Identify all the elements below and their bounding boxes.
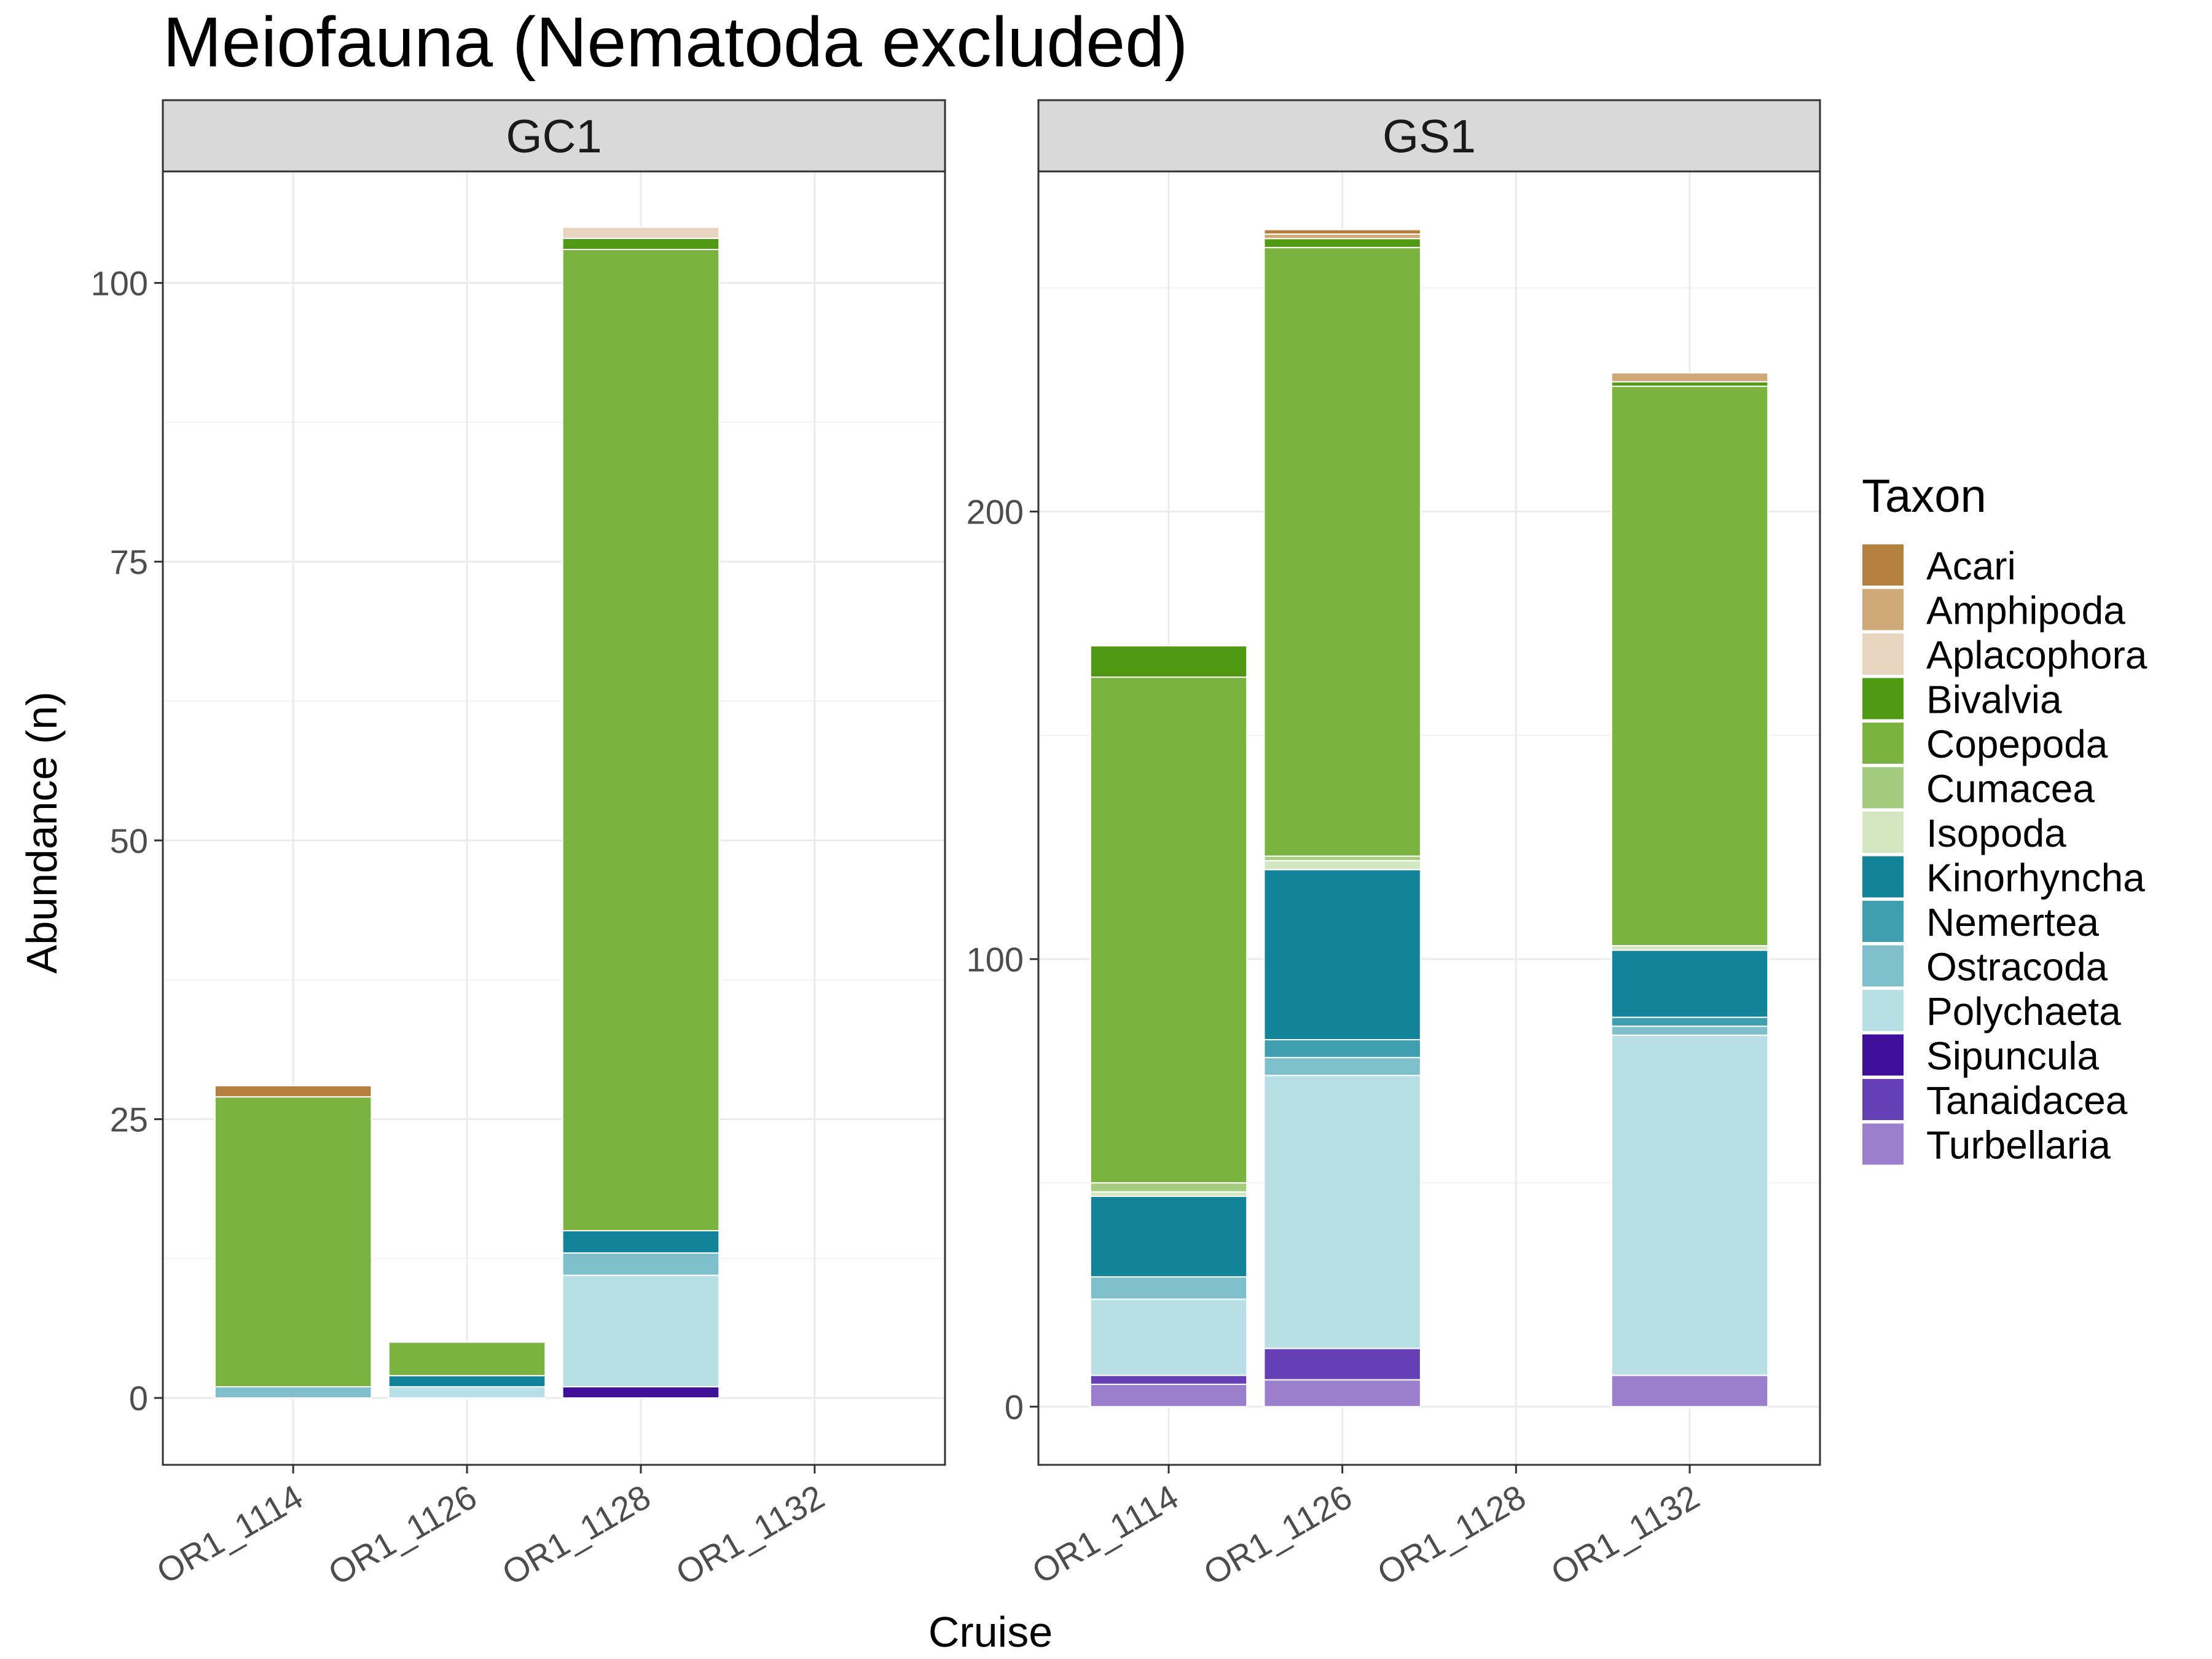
- bar-segment-kinorhyncha: [562, 1230, 720, 1254]
- bar-segment-acari: [1263, 229, 1421, 235]
- bar-segment-tanaidacea: [1089, 1375, 1248, 1385]
- facet-label: GC1: [506, 111, 602, 163]
- x-axis-title: Cruise: [928, 1608, 1053, 1656]
- bar-segment-amphipoda: [1263, 233, 1421, 240]
- bar-segment-kinorhyncha: [1610, 949, 1769, 1018]
- bar-segment-copepoda: [388, 1341, 546, 1376]
- legend-key-bivalvia: [1861, 677, 1905, 721]
- bar-segment-bivalvia: [1263, 238, 1421, 248]
- y-tick-label: 200: [967, 493, 1024, 531]
- legend-label-tanaidacea: Tanaidacea: [1926, 1078, 2128, 1123]
- bar-segment-polychaeta: [562, 1274, 720, 1387]
- bar-segment-sipuncula: [562, 1386, 720, 1399]
- y-tick-label: 75: [110, 543, 148, 581]
- bar-segment-ostracoda: [1610, 1026, 1769, 1036]
- bar-segment-nemertea: [1263, 1039, 1421, 1059]
- bar-segment-kinorhyncha: [1263, 869, 1421, 1041]
- bar-segment-kinorhyncha: [388, 1375, 546, 1387]
- bar-segment-nemertea: [1610, 1016, 1769, 1027]
- legend-label-amphipoda: Amphipoda: [1926, 589, 2125, 633]
- legend-label-nemertea: Nemertea: [1926, 900, 2099, 944]
- facet-label: GS1: [1382, 111, 1476, 163]
- bar-segment-copepoda: [1610, 385, 1769, 947]
- bar-segment-ostracoda: [1089, 1276, 1248, 1300]
- chart-title: Meiofauna (Nematoda excluded): [163, 3, 1188, 82]
- y-tick-label: 50: [110, 822, 148, 860]
- legend-key-isopoda: [1861, 810, 1905, 854]
- bar-segment-ostracoda: [214, 1386, 372, 1399]
- y-tick-label: 0: [1005, 1387, 1024, 1426]
- bar-segment-copepoda: [214, 1096, 372, 1387]
- bar-segment-polychaeta: [1263, 1075, 1421, 1349]
- y-tick-label: 0: [129, 1379, 148, 1418]
- legend-key-sipuncula: [1861, 1033, 1905, 1077]
- bar-segment-cumacea: [1089, 1182, 1248, 1193]
- legend-label-copepoda: Copepoda: [1926, 722, 2108, 766]
- legend-key-cumacea: [1861, 766, 1905, 810]
- bar-segment-copepoda: [1263, 246, 1421, 857]
- facet-strip: [162, 99, 946, 173]
- y-tick-label: 100: [91, 264, 148, 302]
- legend-label-cumacea: Cumacea: [1926, 767, 2095, 811]
- legend-key-tanaidacea: [1861, 1078, 1905, 1121]
- legend-label-aplacophora: Aplacophora: [1926, 633, 2147, 677]
- legend-key-polychaeta: [1861, 989, 1905, 1032]
- bar-segment-aplacophora: [562, 226, 720, 239]
- y-tick-label: 100: [967, 940, 1024, 979]
- y-axis-title: Abundance (n): [18, 691, 66, 973]
- bar-segment-cumacea: [1263, 855, 1421, 861]
- legend-key-aplacophora: [1861, 632, 1905, 676]
- facet-strip: [1037, 99, 1821, 173]
- legend-key-ostracoda: [1861, 944, 1905, 988]
- legend-key-nemertea: [1861, 900, 1905, 943]
- legend-label-kinorhyncha: Kinorhyncha: [1926, 856, 2145, 900]
- panel-border: [1037, 170, 1821, 1466]
- bar-segment-isopoda: [1263, 860, 1421, 871]
- bar-segment-polychaeta: [1089, 1298, 1248, 1376]
- bar-segment-turbellaria: [1089, 1383, 1248, 1408]
- bar-segment-bivalvia: [1089, 645, 1248, 678]
- bar-segment-copepoda: [562, 249, 720, 1231]
- legend-label-isopoda: Isopoda: [1926, 811, 2066, 855]
- legend-label-bivalvia: Bivalvia: [1926, 678, 2062, 722]
- legend-label-sipuncula: Sipuncula: [1926, 1034, 2100, 1078]
- y-tick-label: 25: [110, 1100, 148, 1139]
- bar-segment-ostracoda: [1263, 1057, 1421, 1077]
- legend-title: Taxon: [1862, 470, 1986, 522]
- legend-label-ostracoda: Ostracoda: [1926, 945, 2108, 989]
- bar-segment-isopoda: [1089, 1191, 1248, 1197]
- legend-key-acari: [1861, 543, 1905, 587]
- legend-label-acari: Acari: [1926, 544, 2016, 588]
- bar-segment-tanaidacea: [1263, 1347, 1421, 1381]
- legend-key-turbellaria: [1861, 1122, 1905, 1166]
- legend-key-kinorhyncha: [1861, 855, 1905, 899]
- legend-label-polychaeta: Polychaeta: [1926, 989, 2121, 1033]
- legend-label-turbellaria: Turbellaria: [1926, 1123, 2111, 1167]
- bar-segment-polychaeta: [388, 1386, 546, 1399]
- bar-segment-turbellaria: [1263, 1379, 1421, 1408]
- bar-segment-kinorhyncha: [1089, 1195, 1248, 1278]
- legend-key-copepoda: [1861, 721, 1905, 765]
- bar-segment-turbellaria: [1610, 1375, 1769, 1408]
- bar-segment-amphipoda: [1610, 372, 1769, 383]
- bar-segment-ostracoda: [562, 1252, 720, 1276]
- bar-segment-acari: [214, 1085, 372, 1098]
- bar-segment-polychaeta: [1610, 1034, 1769, 1376]
- panel-border: [162, 170, 946, 1466]
- bar-segment-bivalvia: [562, 237, 720, 251]
- legend: Taxon AcariAmphipodaAplacophoraBivalviaC…: [1861, 470, 2147, 1167]
- bar-segment-bivalvia: [1610, 381, 1769, 387]
- legend-key-amphipoda: [1861, 587, 1905, 632]
- bar-segment-copepoda: [1089, 677, 1248, 1184]
- bar-segment-isopoda: [1610, 945, 1769, 951]
